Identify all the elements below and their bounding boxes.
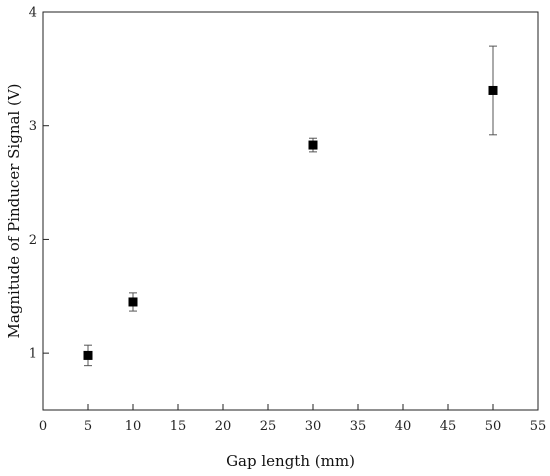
y-tick-label: 3 [29, 119, 37, 134]
data-points [83, 85, 498, 360]
data-point [128, 297, 138, 307]
x-tick-label: 55 [530, 419, 547, 434]
data-point [308, 140, 318, 150]
x-tick-label: 35 [350, 419, 367, 434]
x-tick-label: 5 [84, 419, 92, 434]
data-point [83, 350, 93, 360]
y-tick-label: 2 [29, 233, 37, 248]
x-tick-label: 30 [305, 419, 322, 434]
y-axis-label: Magnitude of Pinducer Signal (V) [5, 83, 23, 338]
x-axis-label: Gap length (mm) [226, 452, 355, 470]
plot-frame [42, 11, 539, 411]
error-bars [84, 45, 497, 367]
x-tick-label: 25 [260, 419, 277, 434]
x-tick-label: 50 [485, 419, 502, 434]
x-tick-label: 40 [395, 419, 412, 434]
x-tick-label: 15 [170, 419, 187, 434]
y-tick-label: 1 [29, 347, 37, 362]
x-tick-label: 20 [215, 419, 232, 434]
y-axis-ticks: 1 2 3 4 [29, 6, 49, 362]
x-tick-label: 10 [125, 419, 142, 434]
x-tick-label: 45 [440, 419, 457, 434]
x-axis-ticks: 0 5 10 15 20 25 30 35 40 45 50 55 [39, 404, 546, 434]
x-tick-label: 0 [39, 419, 47, 434]
data-point [488, 85, 498, 95]
y-tick-label: 4 [29, 6, 37, 21]
